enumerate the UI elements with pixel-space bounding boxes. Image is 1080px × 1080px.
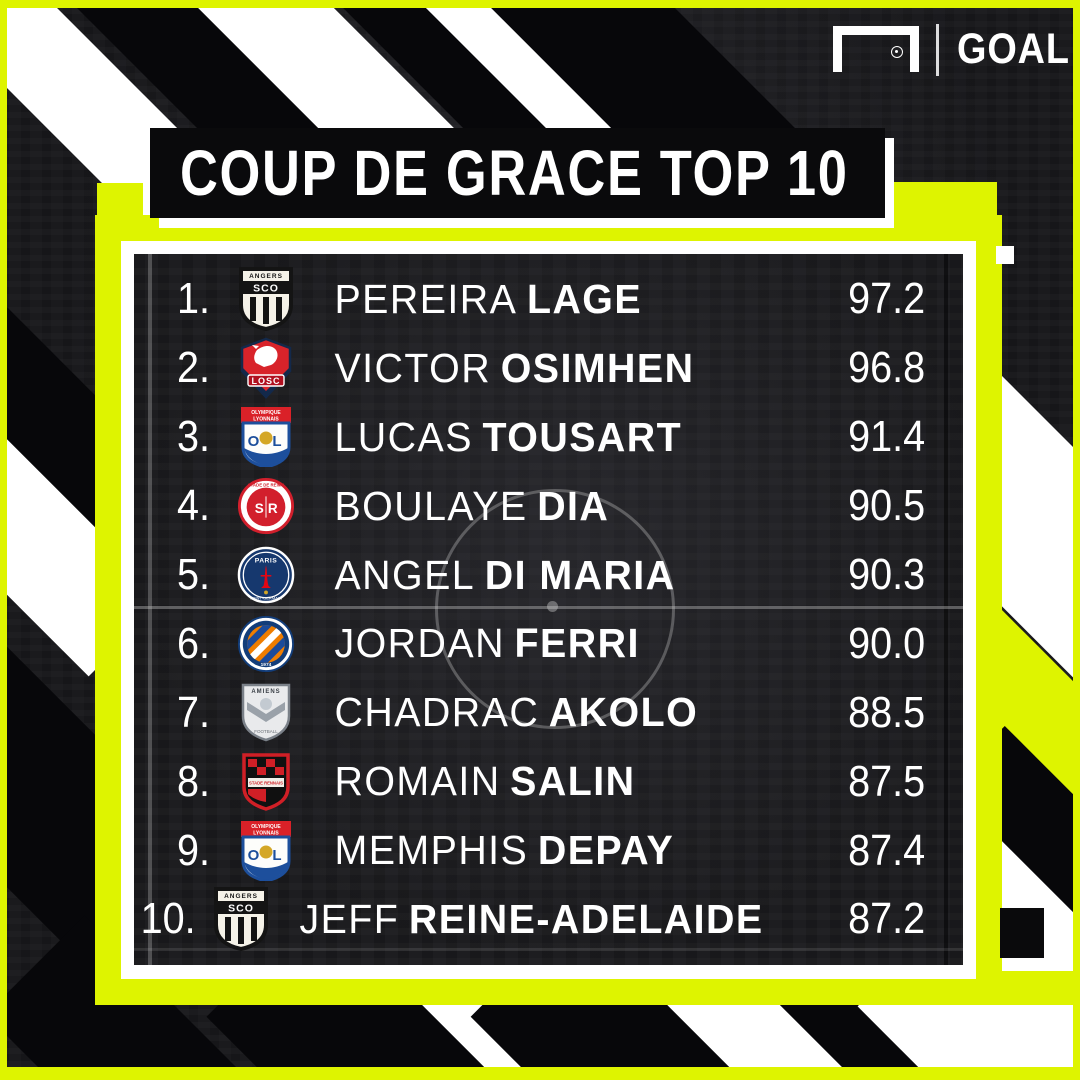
score-value: 87.2 (848, 894, 926, 944)
ranking-row: 2. LOSC VICTOR OSIMHEN 96.8 (134, 334, 963, 403)
player-name: PEREIRA LAGE (334, 275, 643, 322)
pitch-goal-line (134, 948, 963, 951)
ranking-row: 10. ANGERS SCO JEFF REINE-ADELAIDE 87.2 (134, 885, 963, 954)
pitch-center-circle (435, 489, 675, 729)
score-value: 91.4 (848, 412, 926, 462)
score-value: 87.5 (848, 756, 926, 806)
score-value: 97.2 (848, 274, 926, 324)
rank-number: 2. (176, 343, 210, 393)
svg-text:O: O (248, 847, 260, 864)
frame-corner-notch (1000, 908, 1044, 958)
rank-number: 5. (176, 550, 210, 599)
player-name: LUCAS TOUSART (334, 413, 683, 460)
svg-text:OLYMPIQUE: OLYMPIQUE (251, 410, 281, 416)
player-name: BOULAYE DIA (334, 482, 610, 529)
angers-sco-crest-icon: ANGERS SCO (210, 266, 322, 332)
rank-number: 3. (176, 412, 210, 462)
rank-number: 10. (140, 894, 196, 944)
rank-number: 4. (176, 481, 210, 531)
pitch-touchline-right (944, 254, 948, 965)
edge-strip-top (0, 0, 1080, 8)
score-value: 90.3 (848, 550, 926, 599)
svg-text:PARIS: PARIS (255, 557, 278, 564)
amiens-sc-crest-icon: AMIENS FOOTBALL (210, 682, 322, 744)
page-title: COUP DE GRACE TOP 10 (180, 137, 849, 209)
svg-text:SCO: SCO (228, 903, 254, 915)
olympique-lyonnais-crest-icon: OLYMPIQUE LYONNAIS O L (210, 820, 322, 881)
edge-strip-bottom (0, 1067, 1080, 1080)
angers-sco-crest-icon: ANGERS SCO (196, 886, 287, 952)
score-value: 90.5 (848, 481, 926, 531)
ranking-rows: 1. ANGERS SCO PEREIRA LAGE 97.2 2. LOSC V… (134, 254, 963, 965)
stade-de-reims-crest-icon: STADE DE REIMS S R (210, 477, 322, 535)
svg-text:ANGERS: ANGERS (249, 273, 283, 280)
ranking-row: 3. OLYMPIQUE LYONNAIS O L LUCAS TOUSART 9… (134, 403, 963, 472)
paris-saint-germain-crest-icon: PARIS SAINT-GERMAIN (210, 546, 322, 604)
rank-number: 6. (176, 618, 210, 668)
ranking-row: 6. 1974 JORDAN FERRI 90.0 (134, 609, 963, 678)
goal-post-icon (833, 26, 919, 72)
svg-text:LYONNAIS: LYONNAIS (253, 830, 279, 836)
svg-text:AMIENS: AMIENS (251, 689, 280, 695)
olympique-lyonnais-crest-icon: OLYMPIQUE LYONNAIS O L (210, 407, 322, 468)
player-name: ROMAIN SALIN (334, 758, 636, 805)
edge-strip-right (1073, 0, 1080, 1080)
score-value: 87.4 (848, 825, 926, 875)
score-value: 96.8 (848, 343, 926, 393)
rank-number: 7. (176, 687, 210, 737)
ranking-row: 9. OLYMPIQUE LYONNAIS O L MEMPHIS DEPAY 8… (134, 816, 963, 885)
score-value: 90.0 (848, 618, 926, 668)
player-name: VICTOR OSIMHEN (334, 344, 695, 391)
svg-text:S: S (255, 501, 264, 516)
ranking-panel: 1. ANGERS SCO PEREIRA LAGE 97.2 2. LOSC V… (134, 254, 963, 965)
svg-text:SAINT-GERMAIN: SAINT-GERMAIN (250, 596, 282, 601)
rank-number: 9. (176, 825, 210, 875)
stade-rennais-crest-icon: STADE RENNAIS (210, 751, 322, 813)
ranking-row: 4. STADE DE REIMS S R BOULAYE DIA 90.5 (134, 472, 963, 541)
ranking-row: 5. PARIS SAINT-GERMAIN ANGEL DI MARIA 90.… (134, 541, 963, 610)
montpellier-hsc-crest-icon: 1974 (210, 615, 322, 673)
player-name: MEMPHIS DEPAY (334, 827, 675, 874)
player-name: JORDAN FERRI (334, 620, 640, 667)
frame-corner-notch (996, 246, 1014, 264)
pitch-center-dot (547, 601, 558, 612)
player-name: CHADRAC AKOLO (334, 689, 699, 736)
ranking-row: 1. ANGERS SCO PEREIRA LAGE 97.2 (134, 265, 963, 334)
rank-number: 1. (176, 274, 210, 324)
ranking-row: 7. AMIENS FOOTBALL CHADRAC AKOLO 88.5 (134, 678, 963, 747)
player-name: JEFF REINE-ADELAIDE (299, 895, 764, 942)
pitch-touchline-left (148, 254, 152, 965)
ranking-row: 8. STADE RENNAIS ROMAIN SALIN 87.5 (134, 747, 963, 816)
svg-text:L: L (272, 847, 281, 864)
svg-text:R: R (268, 501, 278, 516)
svg-text:L: L (272, 433, 281, 450)
svg-text:OLYMPIQUE: OLYMPIQUE (251, 824, 281, 830)
svg-text:O: O (248, 433, 260, 450)
frame-corner-tab (1002, 971, 1074, 1005)
rank-number: 8. (176, 756, 210, 806)
goal-brand: GOAL (833, 24, 1073, 80)
edge-strip-left (0, 0, 7, 1080)
brand-name: GOAL (957, 25, 1070, 73)
svg-text:STADE RENNAIS: STADE RENNAIS (249, 780, 283, 785)
svg-text:LOSC: LOSC (251, 376, 280, 386)
losc-lille-crest-icon: LOSC (210, 337, 322, 400)
registered-mark-icon (891, 46, 903, 58)
svg-text:1974: 1974 (261, 662, 272, 668)
svg-text:ANGERS: ANGERS (224, 893, 258, 900)
svg-text:STADE DE REIMS: STADE DE REIMS (248, 483, 285, 488)
title-banner: COUP DE GRACE TOP 10 (150, 128, 885, 218)
svg-text:FOOTBALL: FOOTBALL (254, 729, 278, 734)
score-value: 88.5 (848, 687, 926, 737)
brand-divider (936, 24, 939, 76)
svg-text:LYONNAIS: LYONNAIS (253, 417, 279, 423)
player-name: ANGEL DI MARIA (334, 551, 676, 598)
svg-text:SCO: SCO (253, 283, 279, 295)
